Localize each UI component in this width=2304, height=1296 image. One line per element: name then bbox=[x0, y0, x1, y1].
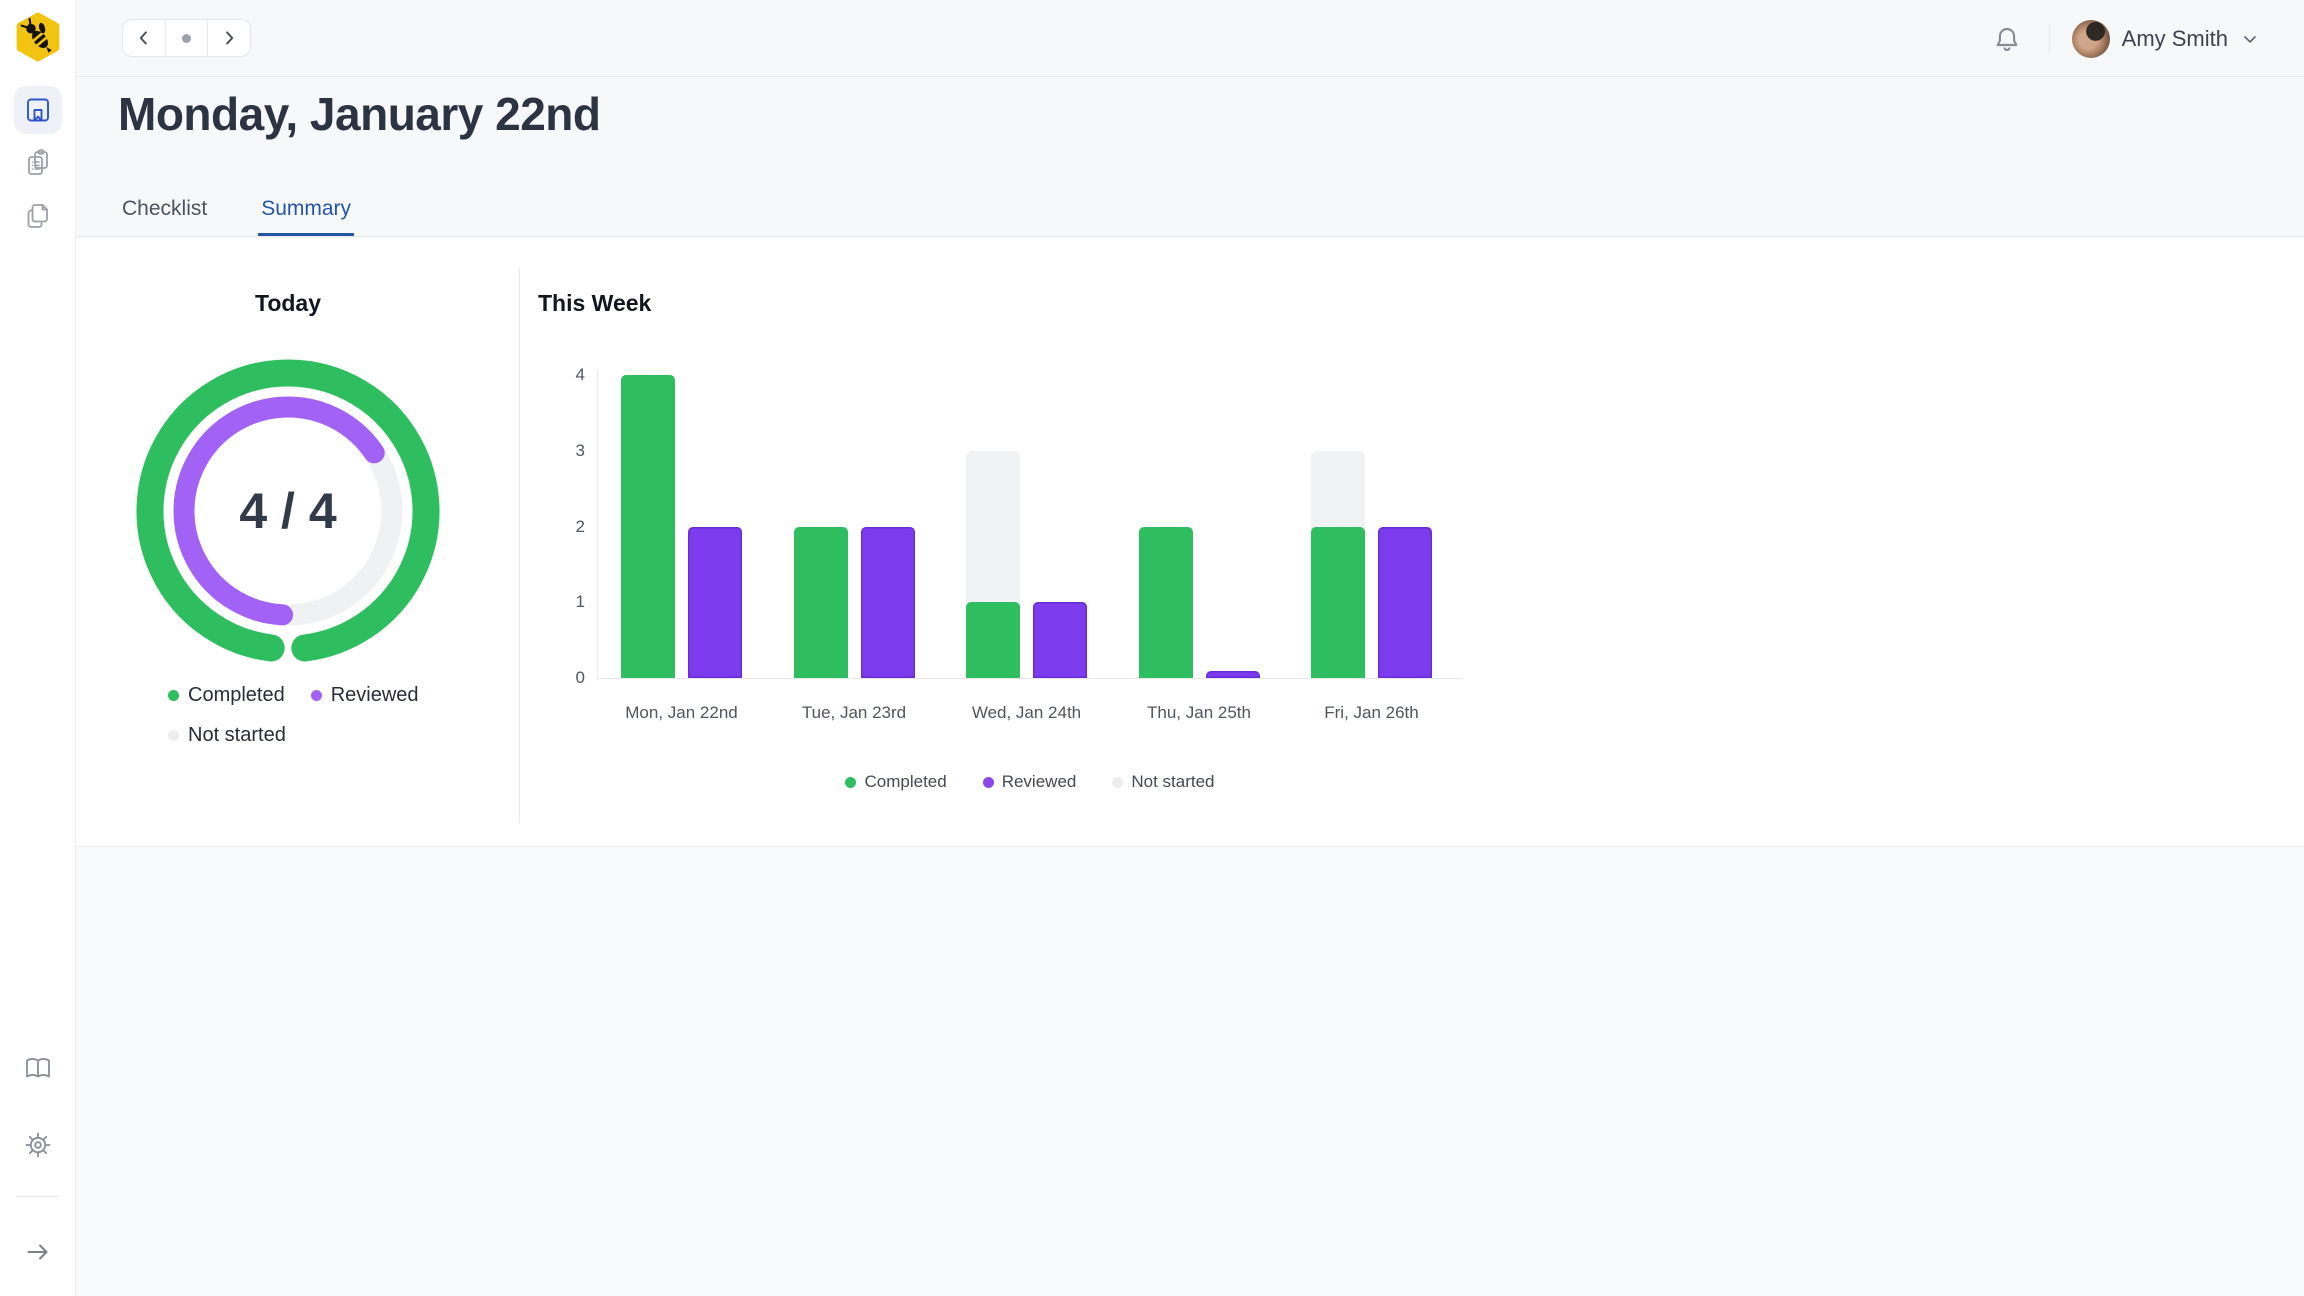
bar-not-started bbox=[1311, 450, 1365, 533]
date-navigation bbox=[122, 19, 251, 57]
legend-label: Not started bbox=[188, 724, 286, 746]
sidebar-divider bbox=[16, 1196, 60, 1197]
legend-label: Completed bbox=[864, 772, 947, 791]
bar-reviewed bbox=[1205, 671, 1260, 678]
legend-row: Completed Reviewed bbox=[168, 684, 498, 707]
topbar-divider bbox=[2048, 23, 2050, 54]
next-day-button[interactable] bbox=[207, 20, 250, 56]
bar-reviewed bbox=[1378, 526, 1432, 678]
chevron-left-icon bbox=[139, 31, 147, 45]
y-tick-label: 2 bbox=[575, 516, 585, 536]
documents-copy-icon bbox=[27, 204, 48, 228]
expand-arrow-icon bbox=[27, 1244, 48, 1260]
bar-reviewed bbox=[860, 526, 915, 678]
today-progress-donut: 4 / 4 bbox=[136, 359, 440, 662]
y-tick-label: 0 bbox=[575, 668, 585, 687]
legend-label: Not started bbox=[1131, 772, 1215, 791]
user-menu[interactable]: Amy Smith bbox=[2071, 19, 2260, 58]
donut-completed-ring bbox=[136, 359, 440, 662]
bar-completed bbox=[966, 602, 1020, 678]
legend-dot-icon bbox=[845, 776, 857, 788]
user-name: Amy Smith bbox=[2121, 25, 2228, 51]
journal-bookmark-icon bbox=[27, 98, 49, 122]
x-axis-line bbox=[597, 678, 1463, 679]
legend-row: Not started bbox=[168, 724, 498, 747]
legend-item-completed: Completed bbox=[168, 684, 285, 707]
legend-item-reviewed: Reviewed bbox=[982, 772, 1077, 792]
sidebar-item-settings[interactable] bbox=[14, 1121, 62, 1169]
today-dot-icon bbox=[182, 33, 191, 43]
topbar: Amy Smith bbox=[76, 0, 2304, 77]
legend-label: Reviewed bbox=[330, 684, 419, 706]
legend-dot-icon bbox=[168, 730, 179, 741]
tab-summary[interactable]: Summary bbox=[258, 197, 355, 236]
bar-not-started bbox=[966, 450, 1020, 609]
legend-dot-icon bbox=[1112, 776, 1124, 788]
sidebar-item-library[interactable] bbox=[14, 1044, 62, 1092]
legend-label: Completed bbox=[188, 684, 285, 706]
prev-day-button[interactable] bbox=[123, 20, 165, 56]
legend-item-not-started: Not started bbox=[168, 724, 286, 747]
main-area: Amy Smith Monday, January 22nd Checklist… bbox=[76, 0, 2304, 1296]
legend-item-completed: Completed bbox=[845, 772, 947, 792]
page-title: Monday, January 22nd bbox=[118, 88, 601, 140]
user-avatar bbox=[2071, 19, 2110, 58]
today-button[interactable] bbox=[164, 20, 208, 56]
section-divider bbox=[519, 268, 520, 823]
settings-gear-icon bbox=[25, 1132, 51, 1158]
sidebar-item-documents[interactable] bbox=[14, 192, 62, 240]
bar-reviewed bbox=[688, 526, 742, 678]
tab-checklist[interactable]: Checklist bbox=[122, 197, 208, 220]
checklist-clipboard-icon bbox=[28, 149, 48, 175]
notifications-button[interactable] bbox=[1987, 19, 2027, 59]
today-section-title: Today bbox=[254, 290, 322, 316]
legend-dot-icon bbox=[168, 690, 179, 701]
x-axis-label: Thu, Jan 25th bbox=[1147, 703, 1251, 722]
week-legend: Completed Reviewed Not started bbox=[597, 772, 1463, 792]
library-book-icon bbox=[26, 1058, 50, 1078]
bar-completed bbox=[1311, 526, 1365, 678]
legend-item-not-started: Not started bbox=[1112, 772, 1215, 792]
empty-footer-area bbox=[76, 846, 2304, 1296]
notifications-bell-icon bbox=[1996, 27, 2018, 51]
today-score: 4 / 4 bbox=[239, 483, 336, 539]
x-axis-label: Tue, Jan 23rd bbox=[801, 703, 907, 722]
sidebar-expand-button[interactable] bbox=[14, 1228, 62, 1276]
y-tick-label: 1 bbox=[575, 592, 585, 612]
bar-reviewed bbox=[1033, 602, 1087, 678]
legend-dot-icon bbox=[310, 690, 322, 701]
legend-label: Reviewed bbox=[1001, 772, 1077, 791]
sidebar bbox=[0, 0, 76, 1296]
legend-dot-icon bbox=[982, 776, 994, 788]
x-axis-label: Mon, Jan 22nd bbox=[625, 703, 738, 722]
x-axis-label: Wed, Jan 24th bbox=[971, 703, 1082, 722]
app-logo-bee-icon[interactable] bbox=[13, 12, 63, 62]
y-axis-line bbox=[597, 371, 598, 678]
tab-bar: Checklist Summary bbox=[119, 197, 402, 236]
chevron-right-icon bbox=[226, 31, 234, 45]
y-tick-label: 4 bbox=[575, 365, 585, 384]
today-legend: Completed Reviewed Not started bbox=[168, 684, 498, 764]
page-header: Monday, January 22nd Checklist Summary bbox=[76, 77, 2304, 237]
chevron-down-icon bbox=[2244, 35, 2256, 43]
bar-completed bbox=[1138, 526, 1193, 678]
week-section-title: This Week bbox=[538, 290, 652, 316]
bar-completed bbox=[621, 375, 675, 678]
legend-item-reviewed: Reviewed bbox=[310, 684, 419, 707]
y-tick-label: 3 bbox=[575, 440, 585, 460]
donut-reviewed-ring bbox=[173, 396, 385, 626]
topbar-right: Amy Smith bbox=[1987, 0, 2260, 77]
summary-content: Today 4 / 4 Completed Reviewed Not started… bbox=[76, 238, 2304, 846]
sidebar-item-journal[interactable] bbox=[14, 86, 62, 134]
bar-completed bbox=[793, 526, 848, 678]
x-axis-label: Fri, Jan 26th bbox=[1324, 703, 1419, 722]
sidebar-item-checklists[interactable] bbox=[14, 139, 62, 187]
